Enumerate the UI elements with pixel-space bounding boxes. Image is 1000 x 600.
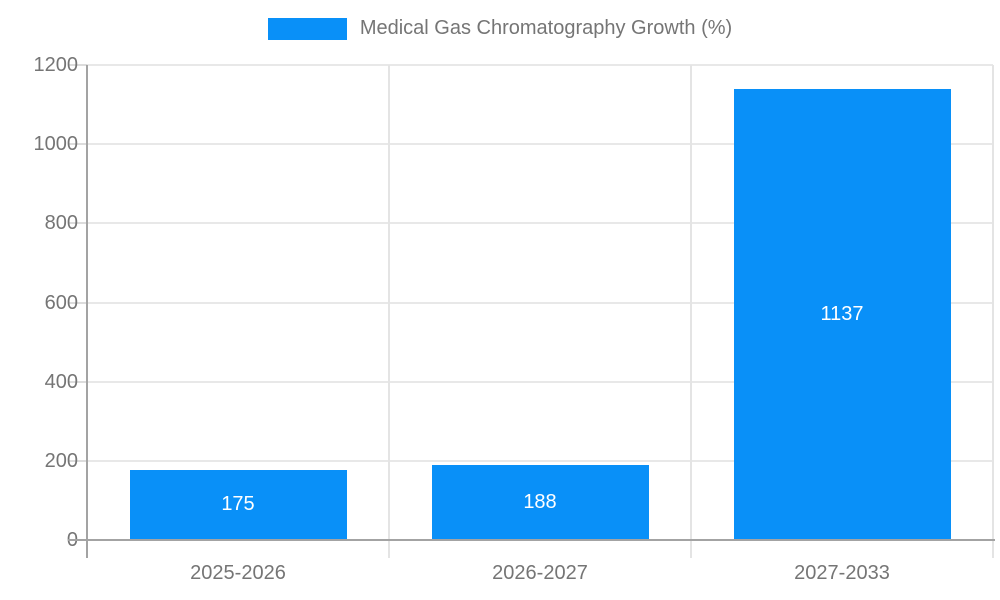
y-tick-label: 800 bbox=[44, 212, 78, 235]
h-gridline bbox=[87, 380, 993, 383]
y-tick-label: 600 bbox=[44, 291, 78, 314]
v-gridline bbox=[992, 65, 994, 558]
bar-2025-2026[interactable] bbox=[129, 469, 347, 539]
y-tick-label: 200 bbox=[44, 449, 78, 472]
y-tick bbox=[68, 301, 87, 304]
h-gridline bbox=[87, 222, 993, 225]
x-tick-label: 2027-2033 bbox=[794, 562, 890, 584]
bar-value-label: 1137 bbox=[820, 302, 864, 325]
h-gridline bbox=[87, 143, 993, 146]
y-tick bbox=[68, 64, 87, 66]
y-tick-label: 1000 bbox=[33, 133, 79, 156]
x-axis-line bbox=[68, 539, 995, 541]
y-tick bbox=[68, 459, 87, 462]
y-tick-label: 0 bbox=[0, 530, 78, 550]
legend-label: Medical Gas Chromatography Growth (%) bbox=[359, 17, 733, 39]
legend-swatch bbox=[267, 17, 347, 40]
y-tick bbox=[68, 222, 87, 225]
v-gridline bbox=[690, 65, 692, 558]
chart-legend[interactable]: Medical Gas Chromatography Growth (%) bbox=[0, 17, 1000, 40]
v-gridline bbox=[388, 65, 390, 558]
y-axis-line bbox=[86, 65, 88, 558]
y-tick-label: 400 bbox=[44, 370, 78, 393]
h-gridline bbox=[87, 64, 993, 66]
x-tick-label: 2026-2027 bbox=[492, 562, 588, 584]
bar-value-label: 188 bbox=[523, 490, 557, 513]
y-tick bbox=[68, 143, 87, 146]
bar-value-label: 175 bbox=[221, 493, 255, 516]
y-tick bbox=[68, 380, 87, 383]
y-tick-label: 1200 bbox=[33, 54, 79, 76]
h-gridline bbox=[87, 459, 993, 462]
h-gridline bbox=[87, 301, 993, 304]
bar-2027-2033[interactable] bbox=[733, 88, 951, 539]
bar-2026-2027[interactable] bbox=[431, 464, 649, 539]
x-tick-label: 2025-2026 bbox=[190, 562, 286, 584]
